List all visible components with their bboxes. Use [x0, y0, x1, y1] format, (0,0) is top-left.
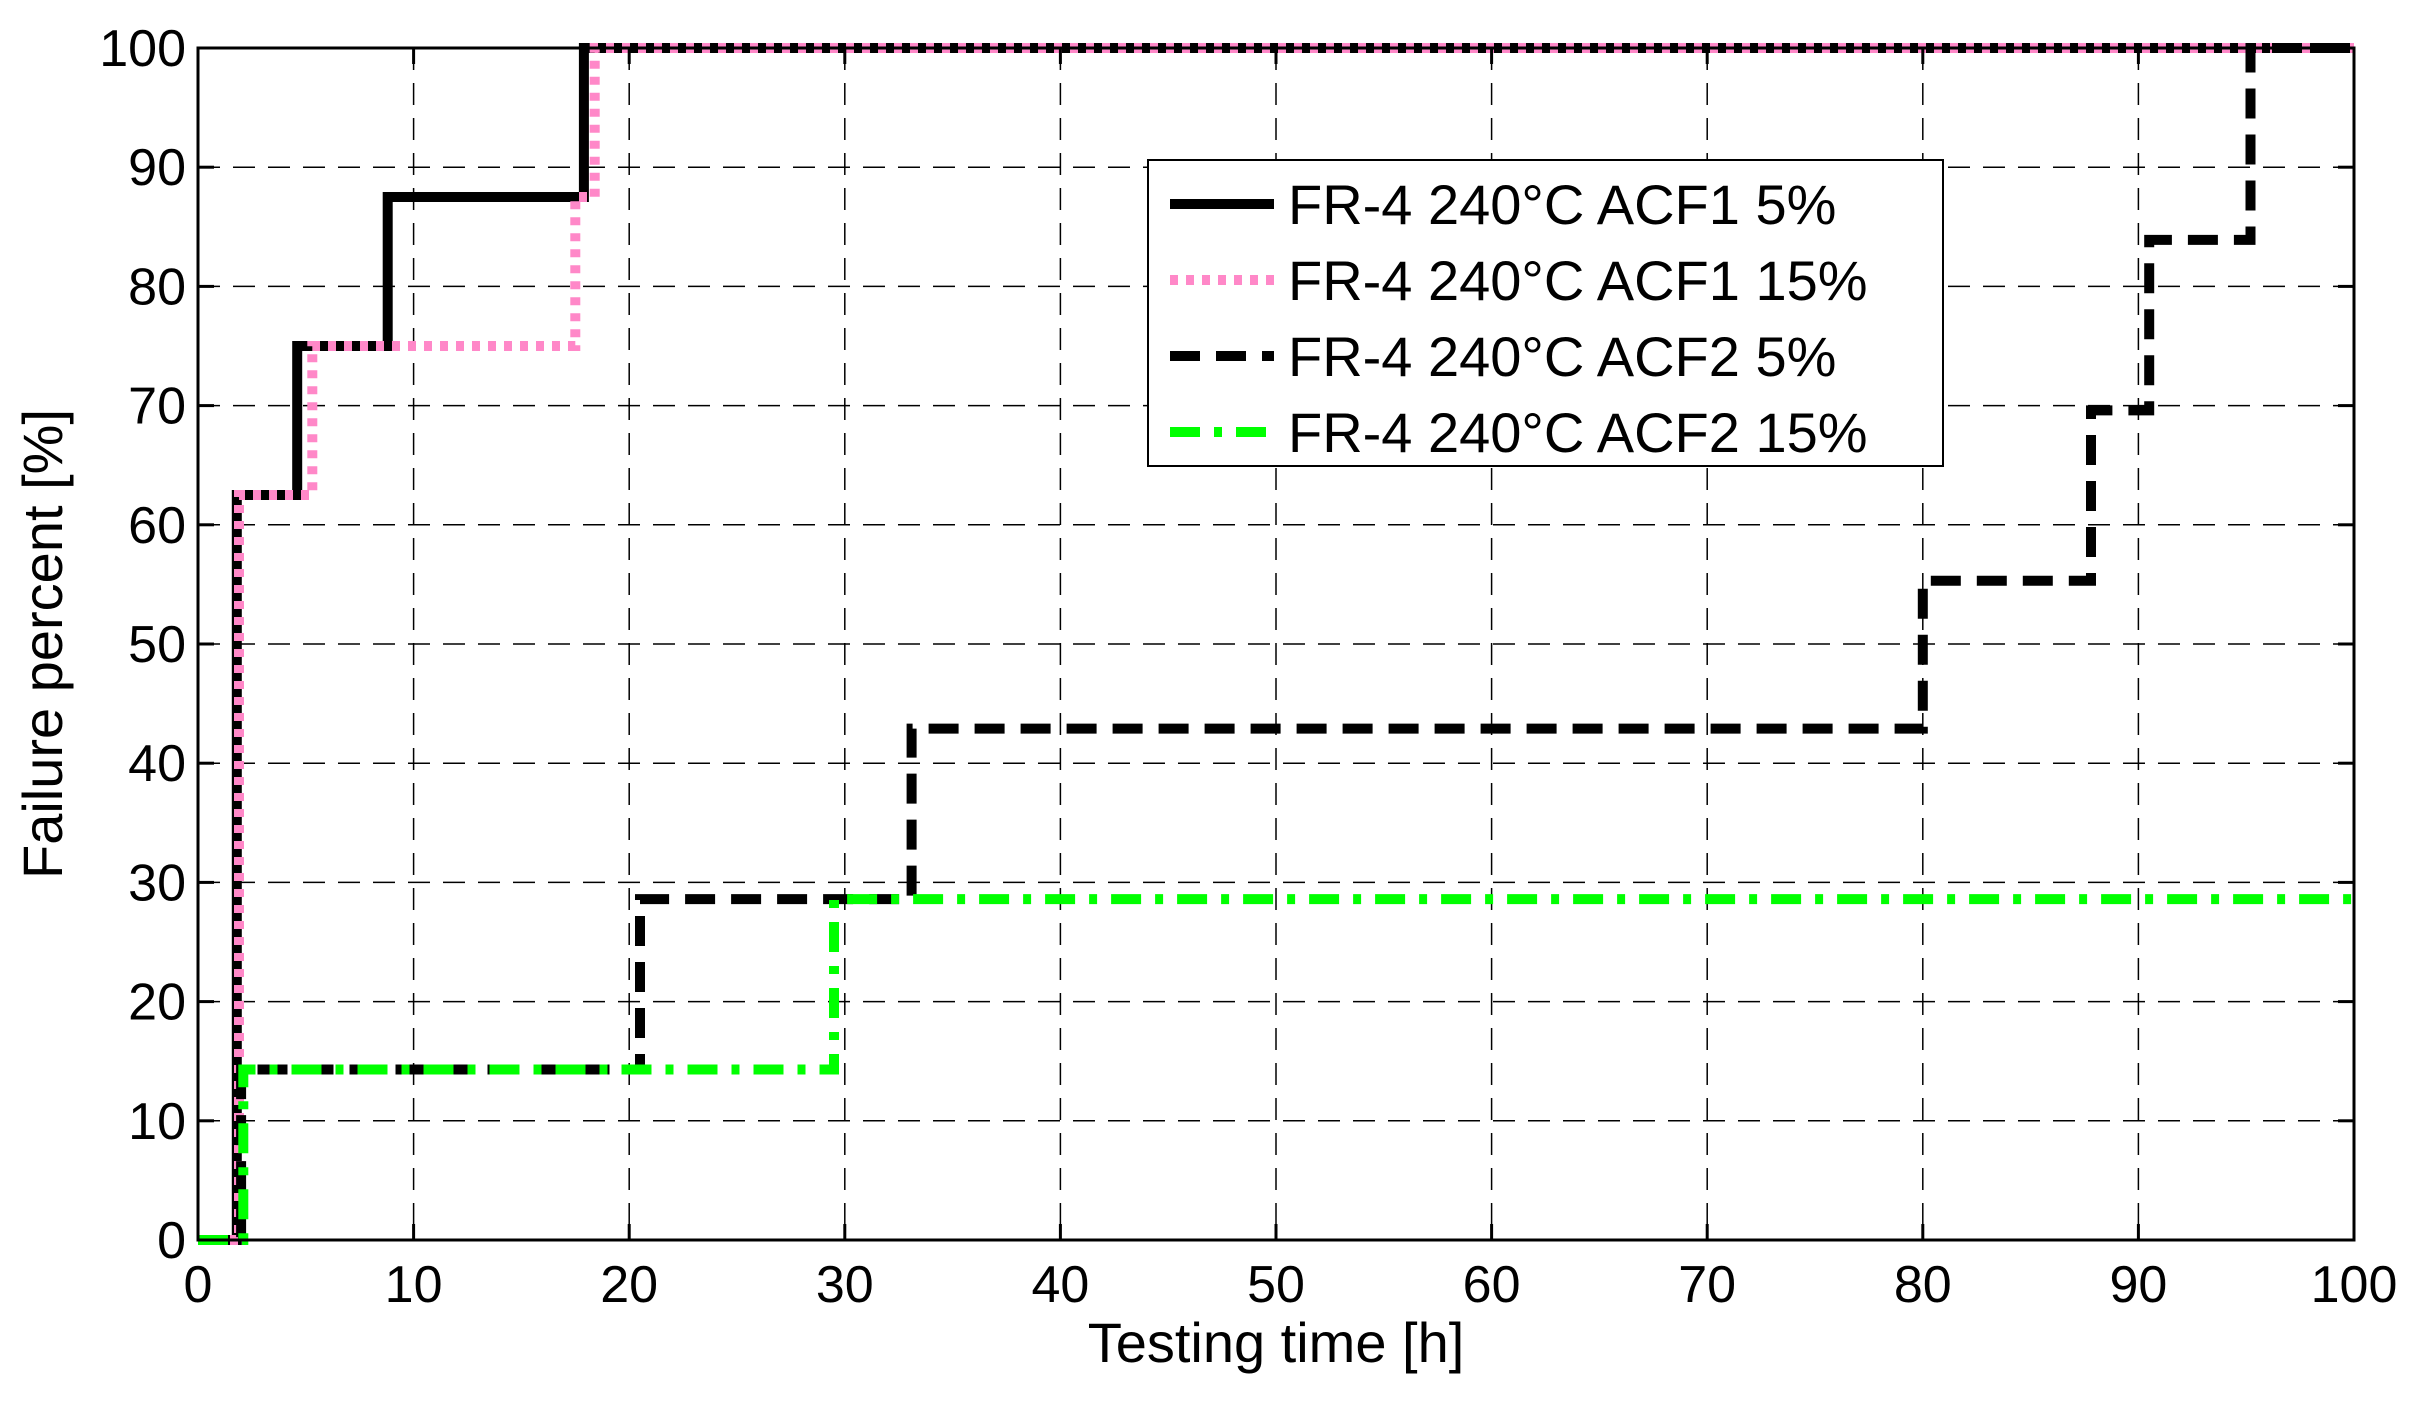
y-tick-label: 100	[99, 20, 186, 78]
legend-box	[1147, 159, 1944, 467]
y-tick-label: 80	[128, 258, 186, 316]
x-axis-label: Testing time [h]	[1088, 1311, 1465, 1374]
series-line-1	[198, 43, 2354, 1245]
x-tick-label: 30	[816, 1256, 874, 1314]
legend: FR-4 240°C ACF1 5% FR-4 240°C ACF1 15% FR-…	[1147, 159, 1944, 467]
y-tick-label: 30	[128, 854, 186, 912]
x-tick-label: 70	[1678, 1256, 1736, 1314]
series-line-2	[198, 43, 2354, 1245]
x-tick-label: 20	[600, 1256, 658, 1314]
x-tick-label: 0	[184, 1256, 213, 1314]
x-tick-label: 60	[1463, 1256, 1521, 1314]
x-tick-label: 40	[1031, 1256, 1089, 1314]
y-tick-label: 10	[128, 1093, 186, 1151]
legend-entry-label: FR-4 240°C ACF1 5%	[1288, 173, 1836, 236]
y-tick-label: 20	[128, 974, 186, 1032]
grid-lines	[198, 48, 2354, 1240]
x-tick-label: 80	[1894, 1256, 1952, 1314]
x-tick-label: 50	[1247, 1256, 1305, 1314]
x-tick-label: 10	[385, 1256, 443, 1314]
x-tick-label: 90	[2109, 1256, 2167, 1314]
x-tick-label: 100	[2311, 1256, 2398, 1314]
series-line-4	[198, 894, 2354, 1245]
series-lines	[198, 43, 2354, 1245]
axis-ticks: 0 10 20 30 40 50 60 70 80 90 100 0 10 20 30 40 50 60 70 80 9…	[99, 20, 2397, 1314]
y-tick-label: 40	[128, 735, 186, 793]
legend-entry-label: FR-4 240°C ACF2 5%	[1288, 325, 1836, 388]
series-line-3	[198, 43, 2354, 1245]
legend-entry-label: FR-4 240°C ACF2 15%	[1288, 401, 1868, 464]
y-tick-label: 70	[128, 378, 186, 436]
y-tick-label: 90	[128, 139, 186, 197]
y-tick-label: 0	[157, 1212, 186, 1270]
y-tick-label: 60	[128, 497, 186, 555]
y-tick-label: 50	[128, 616, 186, 674]
legend-entry-label: FR-4 240°C ACF1 15%	[1288, 249, 1868, 312]
y-axis-label: Failure percent [%]	[11, 409, 74, 879]
